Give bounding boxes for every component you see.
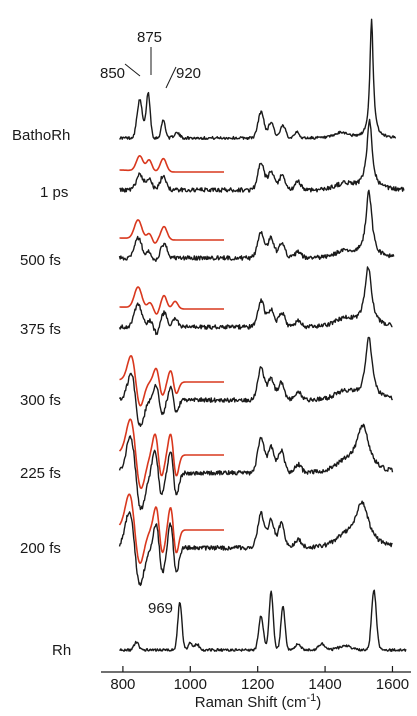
- fit-6: [118, 493, 225, 564]
- peak-label-850: 850: [100, 65, 125, 82]
- series-labels: BathoRh 1 ps 500 fs 375 fs 300 fs 225 fs…: [12, 127, 71, 659]
- fit-1: [119, 155, 225, 173]
- trace-7: [119, 589, 407, 652]
- x-ticks: 800 1000 1200 1400 1600: [110, 666, 409, 693]
- trace-4: [118, 336, 394, 427]
- fit-curves: [118, 155, 225, 564]
- series-label-200fs: 200 fs: [20, 540, 61, 557]
- x-axis-title: Raman Shift (cm-1): [195, 692, 321, 711]
- series-label-1ps: 1 ps: [40, 184, 68, 201]
- fit-5: [118, 418, 225, 490]
- series-label-bathorh: BathoRh: [12, 127, 70, 144]
- fit-4: [119, 355, 225, 407]
- spectra-traces: [118, 18, 407, 652]
- trace-0: [119, 18, 397, 140]
- peak-label-920: 920: [176, 65, 201, 82]
- peak-label-875: 875: [137, 29, 162, 46]
- leader-850: [124, 63, 141, 77]
- trace-3: [118, 266, 393, 336]
- series-label-500fs: 500 fs: [20, 252, 61, 269]
- peak-annotations: 850 875 920 969: [100, 29, 201, 617]
- trace-2: [118, 189, 395, 262]
- x-tick-label-1200: 1200: [241, 676, 274, 693]
- x-axis: 800 1000 1200 1400 1600 Raman Shift (cm-1): [101, 666, 411, 711]
- x-tick-label-1600: 1600: [376, 676, 409, 693]
- leader-920: [165, 66, 177, 89]
- peak-label-969: 969: [148, 600, 173, 617]
- series-label-300fs: 300 fs: [20, 392, 61, 409]
- trace-6: [118, 500, 393, 587]
- x-tick-label-1400: 1400: [308, 676, 341, 693]
- fit-3: [119, 286, 225, 315]
- series-label-375fs: 375 fs: [20, 321, 61, 338]
- x-tick-label-800: 800: [110, 676, 135, 693]
- x-tick-label-1000: 1000: [174, 676, 207, 693]
- series-label-rh: Rh: [52, 642, 71, 659]
- series-label-225fs: 225 fs: [20, 465, 61, 482]
- fit-2: [119, 219, 225, 244]
- trace-5: [118, 423, 394, 511]
- trace-1: [119, 118, 405, 193]
